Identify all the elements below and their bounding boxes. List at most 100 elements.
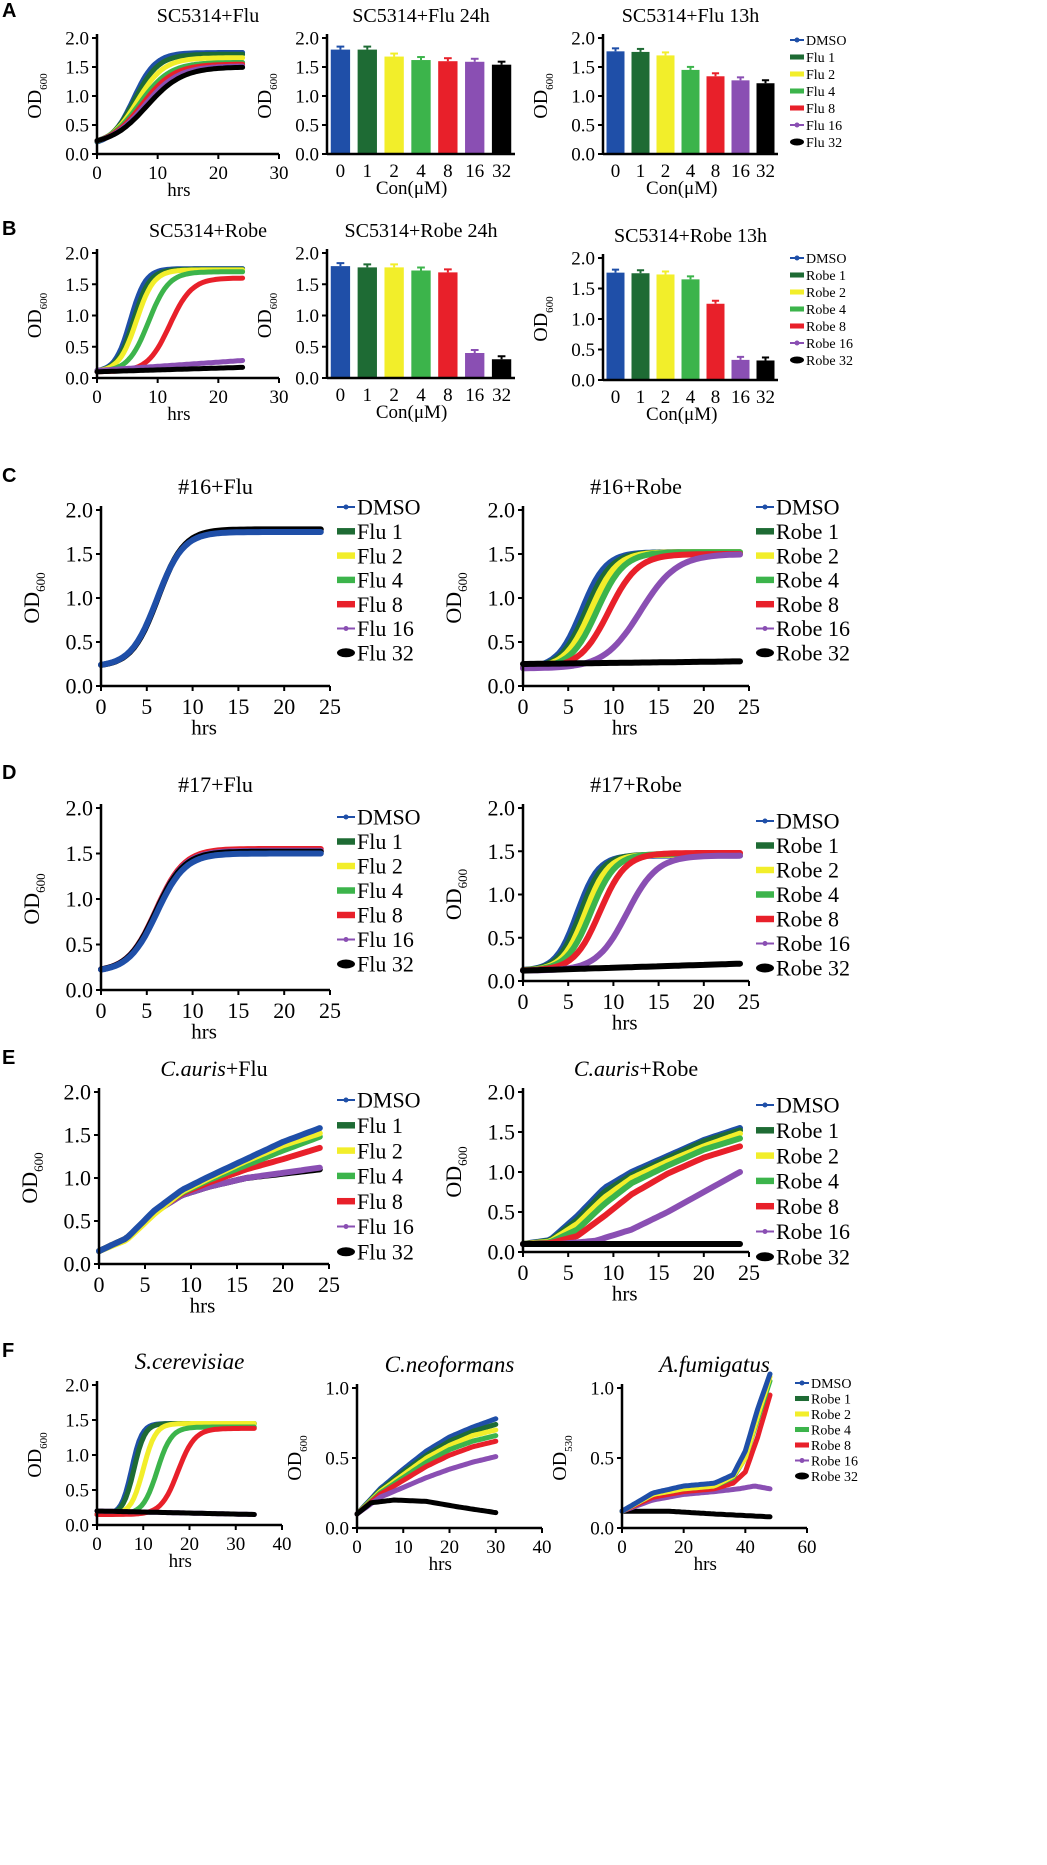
series-line [354, 1438, 499, 1517]
series-line [520, 551, 743, 672]
legend-label: Robe 32 [776, 641, 850, 666]
x-tick-label: 10 [602, 989, 624, 1014]
y-tick-label: 1.5 [64, 1123, 92, 1148]
legend-label: DMSO [357, 805, 421, 830]
y-tick-label: 1.5 [65, 58, 89, 79]
series-line [96, 1125, 323, 1255]
legend-item: Flu 8 [337, 903, 403, 928]
series-line [98, 850, 324, 973]
legend-item: Flu 4 [337, 1164, 403, 1189]
x-tick-label: 25 [738, 1260, 760, 1285]
legend-marker [343, 1224, 349, 1229]
y-tick-label: 2.0 [66, 498, 94, 523]
y-tick-label: 0.0 [66, 978, 94, 1003]
legend-item: Robe 4 [790, 303, 846, 318]
legend-marker [790, 54, 804, 60]
legend-item: Flu 2 [337, 854, 403, 879]
x-tick-label: 25 [319, 694, 341, 719]
legend-marker [790, 289, 804, 295]
bar [756, 83, 775, 154]
y-tick-label: 0.0 [488, 969, 516, 994]
legend-item: Flu 4 [337, 568, 403, 593]
legend-item: Flu 32 [337, 641, 414, 666]
bar [384, 267, 404, 378]
y-tick-label: 1.0 [488, 1160, 516, 1185]
y-axis-label: OD600 [441, 1146, 470, 1197]
legend-item: DMSO [756, 1093, 840, 1118]
y-tick-label: 0.5 [488, 630, 516, 655]
x-tick-label: 5 [141, 694, 152, 719]
legend-marker [337, 911, 355, 919]
x-tick-label: 16 [465, 161, 484, 182]
legend-label: DMSO [806, 34, 846, 49]
chart-title: SC5314+Robe 24h [345, 220, 498, 242]
legend-item: Robe 1 [790, 269, 846, 284]
x-tick-label: 20 [273, 694, 295, 719]
x-tick-label: 25 [319, 998, 341, 1023]
bar [438, 61, 458, 155]
x-tick-label: 8 [443, 385, 453, 406]
legend-label: Flu 8 [806, 102, 835, 117]
x-tick-label: 2 [661, 161, 671, 182]
y-axis-label: OD600 [19, 873, 48, 924]
chart-f3: 0.00.51.00 20 40 60hrsOD530A.fumigatusDMSOR… [549, 1352, 858, 1575]
legend-item: Robe 4 [756, 1169, 839, 1194]
chart-title: #16+Flu [178, 474, 253, 499]
bar [606, 51, 625, 155]
y-axis-label: OD600 [254, 292, 280, 338]
legend-marker [756, 1152, 774, 1159]
legend-label: Flu 16 [357, 1214, 414, 1239]
y-tick-label: 0.0 [488, 674, 516, 699]
x-tick-label: 4 [686, 387, 696, 408]
series-line [94, 1421, 257, 1517]
x-tick-label: 20 [693, 1260, 715, 1285]
x-tick-label: 32 [756, 161, 775, 182]
legend-marker [762, 504, 768, 510]
legend-item: Flu 4 [790, 85, 835, 100]
series-line [98, 529, 324, 668]
y-tick-label: 2.0 [65, 244, 89, 265]
x-tick-label: 8 [711, 387, 721, 408]
y-axis-label: OD600 [24, 1432, 50, 1478]
y-tick-label: 1.0 [590, 1379, 614, 1400]
legend-item: Flu 1 [337, 829, 403, 854]
y-axis-label: OD600 [530, 73, 556, 119]
x-tick-label: 2 [661, 387, 671, 408]
chart-c2: 0.0 0.5 1.0 1.5 2.0 0 5 10 15 20 25 hrs OD600 #16+Rob… [441, 474, 850, 739]
legend-marker [343, 937, 349, 942]
chart-title: SC5314+Flu 24h [352, 5, 489, 27]
x-tick-label: 20 [440, 1537, 459, 1558]
x-tick-label: 10 [394, 1537, 413, 1558]
legend-label: Flu 4 [357, 568, 403, 593]
legend-label: Robe 8 [806, 320, 846, 335]
series-line [94, 1508, 257, 1517]
legend-item: Robe 2 [795, 1408, 851, 1423]
chart-b2: 0 1 2 4 8 16 32 0.0 0.5 1.0 1.5 2.0 Con(μM) OD600 SC53… [254, 220, 515, 423]
legend-label: DMSO [776, 495, 840, 520]
x-axis-label: hrs [190, 1293, 216, 1317]
x-axis-label: Con(μM) [646, 404, 717, 425]
x-tick-label: 10 [148, 163, 167, 184]
x-tick-label: 10 [148, 387, 167, 408]
y-tick-label: 2.0 [571, 249, 595, 270]
x-tick-label: 30 [270, 163, 289, 184]
legend-label: Robe 2 [811, 1408, 851, 1423]
bar [411, 270, 431, 378]
legend-marker [794, 37, 800, 43]
y-tick-label: 0.0 [66, 674, 94, 699]
chart-c1: 0.0 0.5 1.0 1.5 2.0 0 5 10 15 20 25 hrs OD600 #16+Flu… [19, 474, 421, 739]
x-axis-label: Con(μM) [376, 402, 447, 423]
y-tick-label: 2.0 [65, 1376, 89, 1397]
legend-marker [790, 71, 804, 77]
legend-marker [795, 1426, 809, 1433]
y-tick-label: 2.0 [295, 29, 319, 50]
bar [384, 56, 404, 155]
bar [656, 55, 675, 154]
legend-marker [756, 600, 774, 608]
series-line [619, 1371, 773, 1514]
legend-item: Robe 1 [756, 519, 839, 544]
legend-item: Flu 2 [337, 543, 403, 568]
legend-item: Robe 16 [790, 337, 853, 352]
x-tick-label: 5 [563, 989, 574, 1014]
x-axis-label: hrs [169, 1551, 192, 1572]
